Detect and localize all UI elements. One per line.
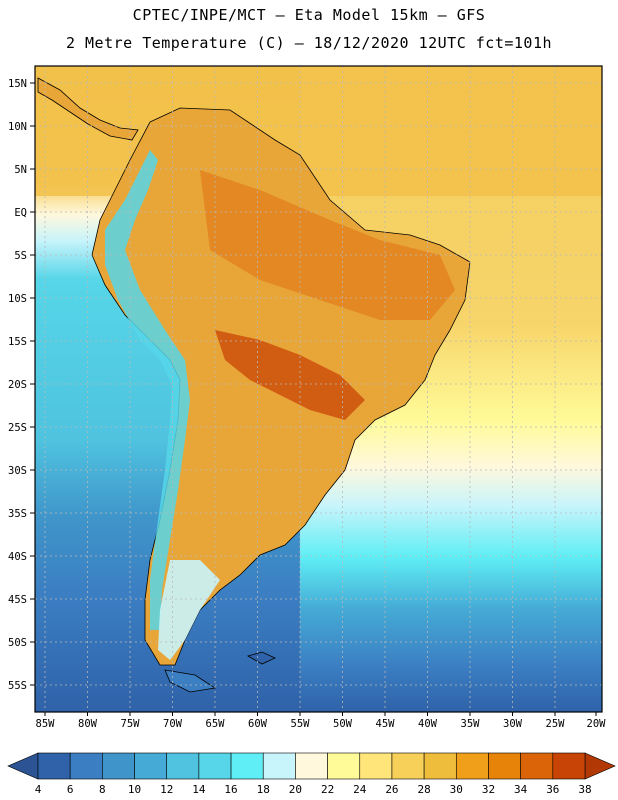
lon-tick-label: 30W <box>503 718 523 730</box>
colorbar-tick-label: 12 <box>160 783 174 796</box>
lat-tick-label: 50S <box>8 637 27 649</box>
hot-core-region <box>215 330 365 420</box>
colorbar-tick-label: 16 <box>224 783 238 796</box>
colorbar-low-arrow <box>7 752 39 780</box>
colorbar-segment <box>295 752 328 780</box>
lon-tick-label: 75W <box>121 718 141 730</box>
lat-tick-label: 15S <box>8 336 27 348</box>
lat-tick-label: 5S <box>14 250 27 262</box>
southern-cone <box>158 560 220 660</box>
colorbar-high-arrow <box>584 752 616 780</box>
colorbar-tick-label: 22 <box>320 783 335 796</box>
lon-tick-label: 40W <box>418 718 438 730</box>
lat-tick-label: 35S <box>8 508 27 520</box>
lat-tick-label: 25S <box>8 422 27 434</box>
lat-tick-label: 5N <box>14 164 27 176</box>
lon-tick-label: 20W <box>587 718 607 730</box>
colorbar-tick-label: 26 <box>385 783 399 796</box>
lon-axis: 85W 80W 75W 70W 65W 60W 55W 50W 45W 40W … <box>36 712 607 730</box>
colorbar-segment <box>198 752 232 780</box>
colorbar-segment <box>102 752 135 780</box>
temperature-colorbar <box>7 752 616 780</box>
lat-axis: 15N 10N 5N EQ 5S 10S 15S 20S 25S 30S 35S… <box>8 78 35 692</box>
central-america-land <box>37 77 139 141</box>
colorbar-tick-label: 30 <box>449 783 463 796</box>
colorbar-tick-label: 20 <box>288 783 303 796</box>
warm-amazon-region <box>200 170 455 320</box>
colorbar-segment <box>455 752 489 780</box>
lat-tick-label: 10N <box>8 121 27 133</box>
colorbar-segment <box>423 752 457 780</box>
lon-tick-label: 35W <box>461 718 481 730</box>
lat-tick-label: 30S <box>8 465 27 477</box>
lat-tick-label: 40S <box>8 551 27 563</box>
colorbar-tick-label: 36 <box>546 783 560 796</box>
colorbar-tick-label: 10 <box>127 783 142 796</box>
colorbar-tick-label: 4 <box>34 783 42 796</box>
colorbar-tick-label: 32 <box>481 783 496 796</box>
colorbar-segment <box>327 752 361 780</box>
colorbar-segment <box>166 752 200 780</box>
lon-tick-label: 50W <box>333 718 353 730</box>
colorbar-tick-label: 28 <box>417 783 431 796</box>
tierra-del-fuego <box>164 669 217 693</box>
colorbar-segment <box>488 752 521 780</box>
colorbar-segment <box>134 752 168 780</box>
colorbar-segment <box>552 752 586 780</box>
colorbar-segment <box>391 752 425 780</box>
colorbar-segment <box>520 752 554 780</box>
colorbar-segment <box>262 752 296 780</box>
colorbar-tick-label: 6 <box>66 783 74 796</box>
colorbar-segment <box>37 752 71 780</box>
lon-tick-label: 60W <box>248 718 268 730</box>
colorbar-tick-label: 14 <box>192 783 206 796</box>
lon-tick-label: 70W <box>163 718 183 730</box>
lat-tick-label: 45S <box>8 594 27 606</box>
lat-tick-label: 55S <box>8 680 27 692</box>
map-area <box>35 66 602 712</box>
lat-tick-label: EQ <box>14 207 27 219</box>
lat-tick-label: 15N <box>8 78 27 90</box>
lat-tick-label: 10S <box>8 293 27 305</box>
lon-tick-label: 85W <box>36 718 56 730</box>
chart-title-line2: 2 Metre Temperature (C) – 18/12/2020 12U… <box>65 34 553 52</box>
andes-highlands <box>105 150 190 630</box>
lat-tick-label: 20S <box>8 379 27 391</box>
chart-title-line1: CPTEC/INPE/MCT – Eta Model 15km – GFS <box>132 6 486 24</box>
lon-tick-label: 80W <box>78 718 98 730</box>
colorbar-tick-label: 24 <box>353 783 367 796</box>
colorbar-tick-label: 8 <box>99 783 106 796</box>
colorbar-tick-label: 18 <box>256 783 270 796</box>
colorbar-segment <box>359 752 393 780</box>
lon-tick-label: 25W <box>546 718 566 730</box>
lon-tick-label: 45W <box>376 718 396 730</box>
colorbar-tick-label: 38 <box>578 783 592 796</box>
map-frame <box>34 65 603 713</box>
lon-tick-label: 65W <box>206 718 226 730</box>
lon-tick-label: 55W <box>291 718 311 730</box>
colorbar-segment <box>69 752 103 780</box>
colorbar-segment <box>230 752 264 780</box>
colorbar-tick-label: 34 <box>514 783 528 796</box>
